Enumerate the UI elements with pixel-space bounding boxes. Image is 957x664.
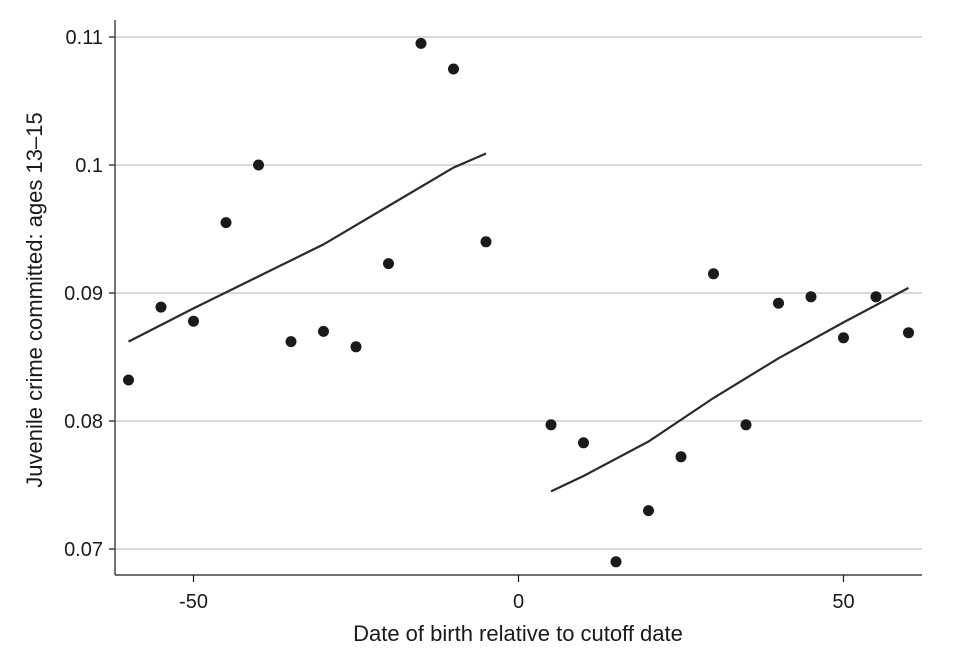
data-point [903,327,914,339]
data-point [318,325,329,337]
x-axis-label: Date of birth relative to cutoff date [353,621,683,646]
data-point [675,451,687,463]
gridlines [115,36,922,550]
y-tick-label: 0.07 [64,539,103,561]
data-point [383,258,394,270]
x-tick-label: 0 [513,591,524,613]
data-point [773,297,784,309]
y-tick-label: 0.1 [75,155,103,177]
data-point [350,341,362,353]
data-point [155,301,167,313]
data-point [253,159,264,171]
data-point [610,556,622,568]
data-point [480,236,492,248]
data-point [740,419,752,431]
y-axis-label: Juvenile crime committed: ages 13–15 [22,112,47,487]
axes [114,20,922,576]
x-tick-label: 50 [832,591,854,613]
data-point [285,336,297,348]
y-ticks: 0.07 0.08 0.09 0.1 0.11 [64,27,115,561]
fit-line-right [550,286,910,493]
data-point [415,37,427,49]
y-tick-label: 0.11 [66,27,103,49]
x-tick-label: -50 [179,591,208,613]
x-ticks: -50 0 50 [179,575,855,613]
data-point [838,332,849,344]
data-point [448,63,459,75]
data-point [643,505,654,517]
data-point [220,217,232,229]
data-point [188,315,199,327]
fit-lines [127,152,910,493]
data-point [708,268,719,280]
y-tick-label: 0.08 [64,411,103,433]
data-point [870,291,882,303]
data-point [123,374,134,386]
data-point [805,291,817,303]
fit-line-left [127,152,487,343]
data-point [545,419,557,431]
data-points [123,37,914,568]
y-tick-label: 0.09 [64,283,103,305]
data-point [578,437,589,449]
